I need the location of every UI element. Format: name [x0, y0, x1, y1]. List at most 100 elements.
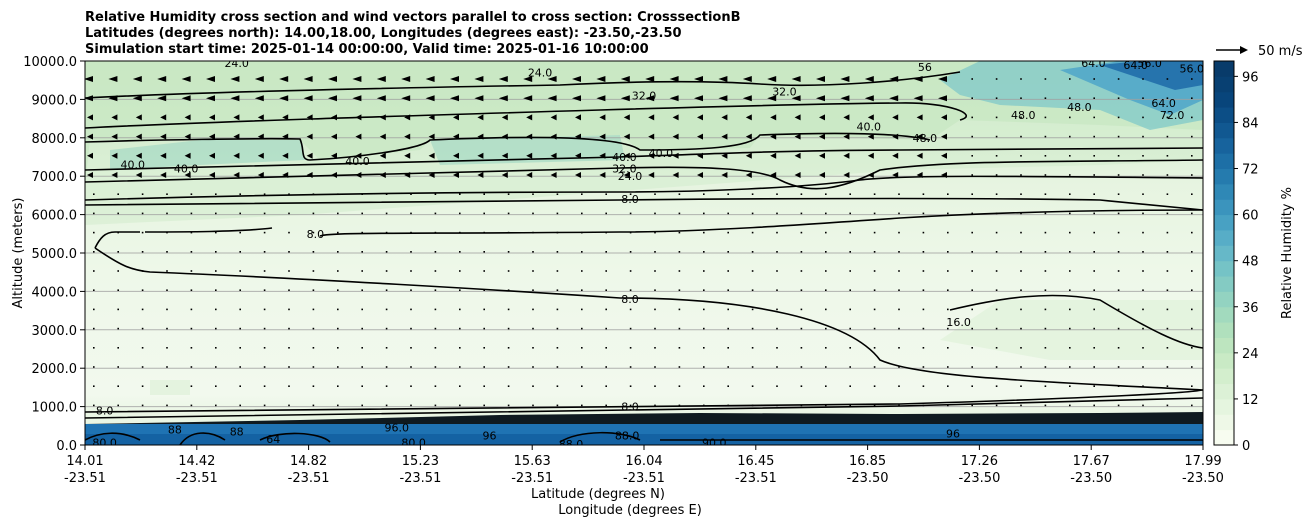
wind-arrow	[605, 289, 607, 291]
wind-arrow	[849, 385, 851, 387]
contour-label: 8.0	[621, 401, 639, 414]
wind-arrow	[1191, 347, 1193, 349]
wind-arrow	[312, 231, 315, 234]
wind-arrow	[605, 347, 607, 349]
wind-arrow	[385, 193, 388, 195]
wind-arrow	[190, 366, 193, 368]
wind-arrow	[971, 174, 973, 176]
wind-arrow	[239, 212, 241, 215]
wind-arrow	[941, 114, 947, 121]
wind-arrow	[776, 385, 778, 387]
wind-arrow	[1069, 135, 1071, 138]
wind-arrow	[1093, 270, 1095, 272]
wind-arrow	[532, 231, 534, 234]
wind-arrow	[654, 270, 656, 272]
wind-arrow	[971, 193, 973, 195]
wind-arrow	[233, 133, 240, 140]
wind-arrow	[532, 404, 534, 407]
wind-arrow	[550, 172, 557, 178]
contour-label: 40.0	[612, 151, 637, 164]
wind-arrow	[581, 366, 583, 368]
wind-arrow	[995, 366, 998, 368]
wind-arrow	[1117, 366, 1120, 368]
wind-arrow	[1044, 212, 1047, 215]
wind-arrow	[483, 193, 485, 195]
wind-arrow	[825, 308, 827, 311]
wind-arrow	[434, 231, 437, 234]
wind-arrow	[916, 114, 923, 121]
x-tick-label-lon: -23.51	[623, 471, 665, 486]
wind-arrow	[599, 133, 606, 140]
wind-arrow	[263, 212, 266, 215]
colorbar-tick-label: 96	[1242, 70, 1259, 85]
wind-arrow	[1191, 193, 1193, 195]
wind-arrow	[819, 152, 825, 159]
wind-arrow	[971, 231, 973, 234]
wind-arrow	[306, 172, 313, 178]
wind-arrow	[361, 270, 363, 272]
wind-arrow	[257, 133, 264, 140]
wind-arrow	[825, 289, 827, 291]
wind-arrow	[1142, 366, 1144, 368]
wind-arrow	[770, 114, 777, 121]
wind-arrow	[654, 193, 656, 195]
wind-arrow	[971, 327, 973, 330]
wind-arrow	[141, 308, 144, 311]
wind-arrow	[331, 172, 337, 178]
wind-arrow	[727, 327, 729, 330]
colorbar-segment	[1214, 137, 1234, 154]
wind-vectors	[85, 76, 1193, 407]
wind-arrow	[1044, 251, 1047, 253]
contour-label: 40.0	[856, 120, 881, 133]
x-tick-label-lat: 16.45	[737, 454, 774, 469]
wind-arrow	[501, 152, 508, 159]
wind-arrow	[312, 366, 315, 368]
wind-arrow	[474, 95, 484, 102]
wind-arrow	[678, 289, 681, 291]
wind-arrow	[1166, 366, 1169, 368]
wind-arrow	[800, 385, 803, 387]
wind-arrow	[1044, 385, 1047, 387]
wind-arrow	[922, 347, 925, 349]
wind-arrow	[678, 212, 681, 215]
wind-arrow	[800, 404, 803, 407]
wind-arrow	[1093, 231, 1095, 234]
colorbar: 0 12 24 36 48 60 72 84 96	[1213, 60, 1259, 454]
wind-arrow	[239, 270, 241, 272]
wind-arrow	[581, 212, 583, 215]
wind-arrow	[190, 251, 193, 253]
wind-arrow	[532, 385, 534, 387]
wind-arrow	[849, 308, 851, 311]
wind-arrow	[117, 366, 119, 368]
wind-arrow	[825, 231, 827, 234]
wind-arrow	[800, 270, 803, 272]
wind-arrow	[867, 114, 874, 121]
wind-arrow	[450, 76, 459, 82]
wind-arrow	[1020, 308, 1022, 311]
wind-arrow	[694, 76, 703, 82]
wind-arrow	[355, 114, 362, 121]
colorbar-tick-label: 72	[1242, 163, 1259, 178]
contour-label: 64	[266, 433, 280, 446]
wind-arrow	[596, 95, 606, 102]
contour-label: 80.0	[92, 437, 117, 450]
wind-arrow	[526, 114, 533, 121]
wind-arrow	[385, 327, 388, 330]
wind-arrow	[498, 95, 508, 102]
wind-arrow	[1044, 135, 1047, 138]
wind-arrow	[971, 135, 973, 138]
wind-arrow	[85, 76, 93, 82]
wind-arrow	[532, 270, 534, 272]
wind-arrow	[654, 404, 656, 407]
wind-arrow	[873, 404, 876, 407]
wind-arrow	[157, 95, 167, 102]
wind-arrow	[239, 327, 241, 330]
wind-arrow	[1142, 212, 1144, 215]
colorbar-segment	[1214, 183, 1234, 200]
contour-line	[85, 71, 961, 99]
wind-arrow	[581, 404, 583, 407]
wind-arrow	[599, 114, 606, 121]
wind-arrow	[947, 231, 949, 234]
wind-arrow	[751, 270, 754, 272]
